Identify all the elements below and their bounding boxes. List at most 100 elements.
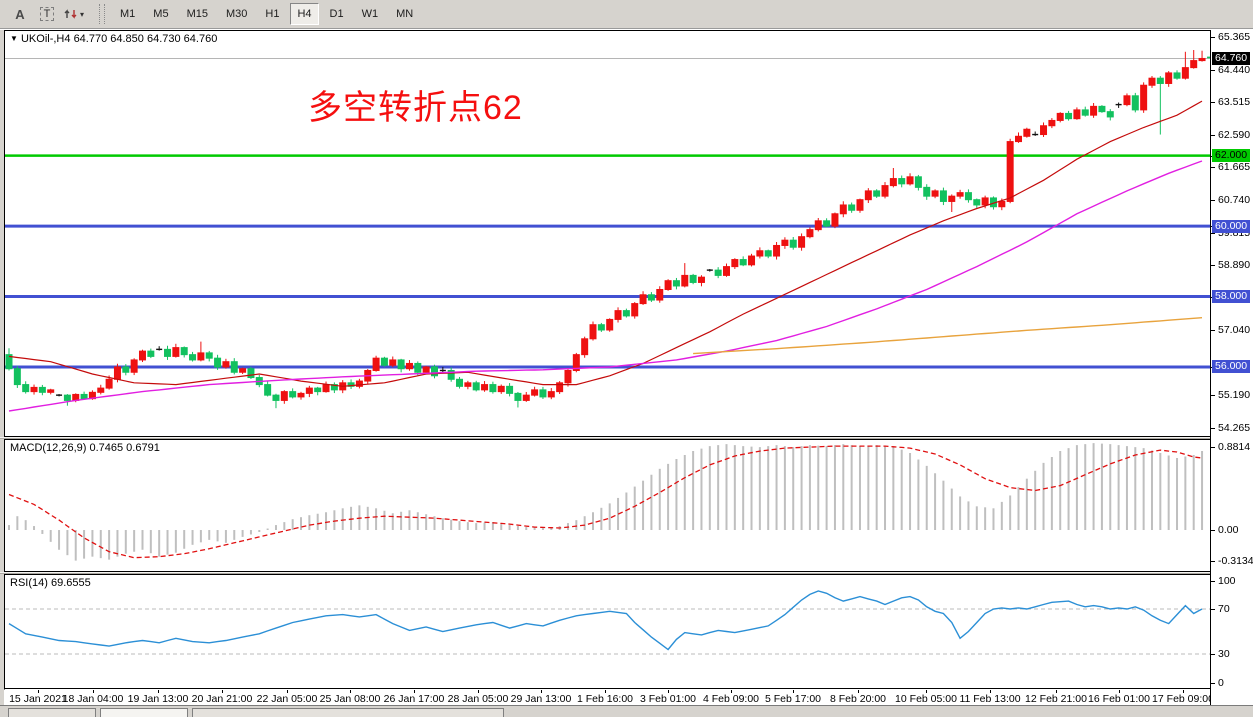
pane-splitter[interactable] xyxy=(0,572,1253,574)
hline-label-60.000: 60.000 xyxy=(1212,219,1251,233)
hline-label-62.000: 62.000 xyxy=(1212,149,1251,163)
time-label: 19 Jan 13:00 xyxy=(127,693,189,705)
axis-tick xyxy=(1211,330,1215,332)
time-tick xyxy=(793,690,794,693)
axis-tick xyxy=(1211,134,1215,136)
candles xyxy=(5,50,1206,409)
timeframe-button-H4[interactable]: H4 xyxy=(290,3,319,25)
macd-chart[interactable] xyxy=(5,440,1210,571)
time-tick xyxy=(1183,690,1184,693)
time-tick xyxy=(93,690,94,693)
window-bottom-edge xyxy=(0,705,1253,706)
time-label: 28 Jan 05:00 xyxy=(447,693,509,705)
price-chart[interactable] xyxy=(5,31,1210,436)
chart-tab-1[interactable] xyxy=(8,708,96,717)
hline-label-56.000: 56.000 xyxy=(1212,360,1251,374)
macd-label: MACD(12,26,9) 0.7465 0.6791 xyxy=(10,442,160,454)
chart-tab-3[interactable] xyxy=(192,708,504,717)
time-label: 10 Feb 05:00 xyxy=(895,693,957,705)
timeframe-button-M30[interactable]: M30 xyxy=(225,8,248,20)
price-tick-label: 58.890 xyxy=(1218,259,1251,272)
timeframe-button-M1[interactable]: M1 xyxy=(120,8,136,20)
time-label: 29 Jan 13:00 xyxy=(510,693,572,705)
axis-tick xyxy=(1211,683,1215,684)
timeframe-button-W1[interactable]: W1 xyxy=(361,8,379,20)
rsi-tick-label: 30 xyxy=(1218,648,1230,660)
time-tick xyxy=(350,690,351,693)
axis-tick xyxy=(1211,37,1215,39)
axis-tick xyxy=(1211,167,1215,169)
axis-tick xyxy=(1211,560,1215,562)
price-tick-label: 54.265 xyxy=(1218,422,1251,435)
macd-pane[interactable]: MACD(12,26,9) 0.7465 0.6791 xyxy=(4,439,1211,572)
arrows-tool-button[interactable]: ▾ xyxy=(62,3,86,26)
timeframe-group: M1 M5 M15 M30 H1 H4 D1 W1 MN xyxy=(113,3,424,25)
rsi-chart[interactable] xyxy=(5,575,1210,688)
label-tool-button[interactable]: A xyxy=(15,6,25,22)
rsi-label: RSI(14) 69.6555 xyxy=(10,577,91,589)
time-tick xyxy=(38,690,39,693)
time-label: 16 Feb 01:00 xyxy=(1088,693,1150,705)
macd-histogram xyxy=(8,443,1204,561)
time-label: 8 Feb 20:00 xyxy=(829,693,887,705)
chart-tab-strip xyxy=(0,706,1253,717)
time-tick xyxy=(926,690,927,693)
chart-tab-2[interactable] xyxy=(100,708,188,717)
timeframe-button-D1[interactable]: D1 xyxy=(329,8,344,20)
chart-annotation: 多空转折点62 xyxy=(308,89,523,127)
price-tick-label: 62.590 xyxy=(1218,128,1251,141)
price-axis[interactable]: 65.365 64.440 63.515 62.590 61.665 60.740 59.8… xyxy=(1210,30,1253,706)
axis-tick xyxy=(1211,654,1215,655)
time-axis: 15 Jan 2021 18 Jan 04:00 19 Jan 13:00 20 Ja… xyxy=(4,690,1214,705)
macd-signal-line xyxy=(8,445,1203,559)
axis-tick xyxy=(1211,609,1215,610)
rsi-tick-label: 100 xyxy=(1218,575,1236,587)
timeframe-button-MN[interactable]: MN xyxy=(396,8,414,20)
price-tick-label: 55.190 xyxy=(1218,389,1251,402)
macd-tick-label: -0.3134 xyxy=(1218,554,1253,567)
timeframe-button-M5[interactable]: M5 xyxy=(153,8,169,20)
pane-splitter[interactable] xyxy=(0,437,1253,439)
price-tick-label: 63.515 xyxy=(1218,96,1251,109)
axis-tick xyxy=(1211,395,1215,397)
time-label: 17 Feb 09:00 xyxy=(1152,693,1214,705)
time-label: 3 Feb 01:00 xyxy=(639,693,697,705)
time-tick xyxy=(1119,690,1120,693)
ohlc-values: 64.770 64.850 64.730 64.760 xyxy=(73,33,218,45)
price-tick-label: 64.440 xyxy=(1218,63,1251,76)
time-label: 20 Jan 21:00 xyxy=(191,693,253,705)
time-tick xyxy=(478,690,479,693)
arrows-icon xyxy=(64,9,77,19)
time-tick xyxy=(668,690,669,693)
macd-tick-label: 0.00 xyxy=(1218,524,1239,536)
axis-tick xyxy=(1211,428,1215,430)
time-label: 22 Jan 05:00 xyxy=(256,693,318,705)
ma-fast-red xyxy=(8,100,1203,387)
axis-tick xyxy=(1211,69,1215,71)
symbol-label: UKOil-,H4 xyxy=(20,33,71,45)
time-tick xyxy=(158,690,159,693)
price-tick-label: 61.665 xyxy=(1218,161,1251,174)
ask-marker xyxy=(1207,56,1210,59)
toolbar: A T ▾ M1 M5 M15 M30 H1 H4 D1 W1 MN xyxy=(0,0,1253,29)
time-label: 15 Jan 2021 xyxy=(9,693,67,705)
rsi-tick-label: 70 xyxy=(1218,603,1230,615)
time-label: 5 Feb 17:00 xyxy=(764,693,822,705)
symbol-dropdown-icon[interactable]: ▼ xyxy=(10,34,18,43)
time-tick xyxy=(414,690,415,693)
timeframe-button-H1[interactable]: H1 xyxy=(265,8,280,20)
price-tick-label: 65.365 xyxy=(1218,31,1251,44)
timeframe-button-M15[interactable]: M15 xyxy=(186,8,208,20)
toolbar-grip[interactable] xyxy=(99,4,105,24)
rsi-pane[interactable]: RSI(14) 69.6555 xyxy=(4,574,1211,689)
time-tick xyxy=(222,690,223,693)
time-label: 11 Feb 13:00 xyxy=(959,693,1021,705)
axis-tick xyxy=(1211,447,1215,448)
price-pane[interactable]: ▼ UKOil-,H4 64.770 64.850 64.730 64.760 xyxy=(4,30,1211,437)
axis-tick xyxy=(1211,581,1215,582)
rsi-tick-label: 0 xyxy=(1218,677,1224,689)
axis-tick xyxy=(1211,530,1215,531)
text-tool-button[interactable]: T xyxy=(35,3,59,26)
price-tick-label: 60.740 xyxy=(1218,194,1251,207)
